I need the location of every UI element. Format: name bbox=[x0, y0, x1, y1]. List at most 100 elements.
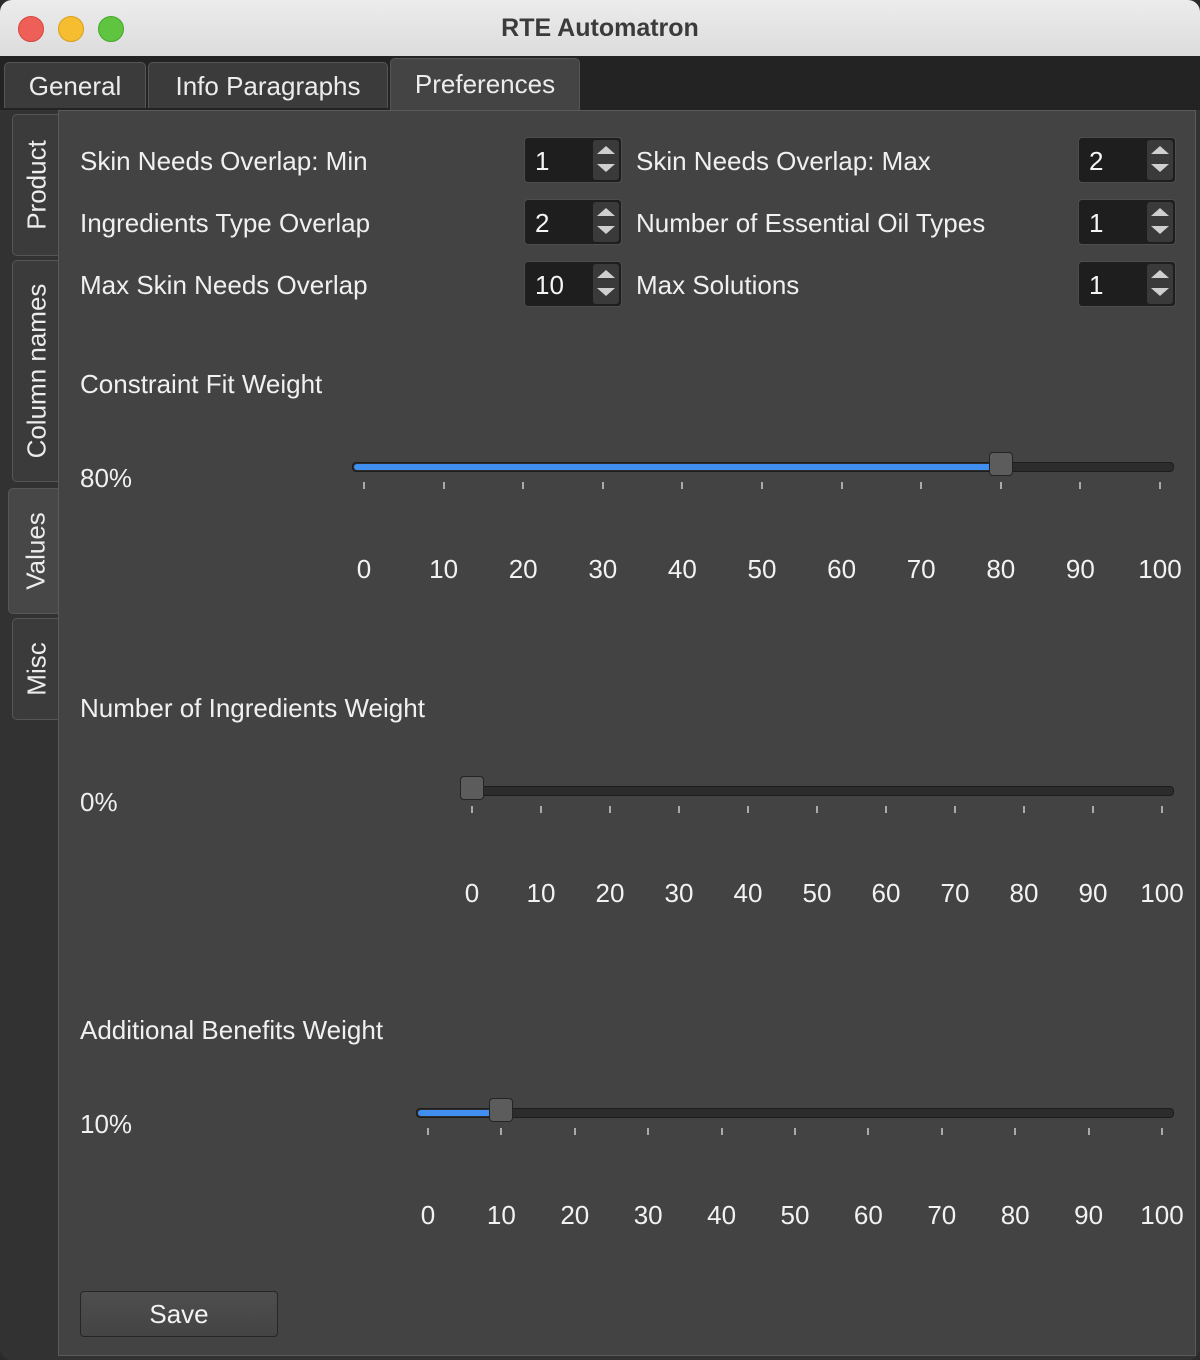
slider-scale-label: 70 bbox=[927, 1200, 957, 1230]
max-skin-needs-overlap-spinbox[interactable]: 10 bbox=[524, 261, 622, 307]
tab-preferences[interactable]: Preferences bbox=[390, 58, 580, 112]
increment-arrow-icon[interactable] bbox=[597, 270, 615, 278]
slider-scale-label: 30 bbox=[664, 878, 694, 908]
slider-handle[interactable] bbox=[489, 1098, 514, 1122]
spinbox-stepper[interactable] bbox=[593, 264, 619, 304]
tab-info-paragraphs[interactable]: Info Paragraphs bbox=[148, 62, 388, 108]
slider-scale-label: 10 bbox=[429, 554, 459, 584]
slider-scale-label: 0 bbox=[356, 554, 372, 584]
spinbox-stepper[interactable] bbox=[1147, 264, 1173, 304]
slider-tick bbox=[442, 482, 445, 489]
max-skin-needs-overlap-label: Max Skin Needs Overlap bbox=[80, 270, 368, 300]
slider-tick bbox=[954, 806, 956, 813]
spinbox-stepper[interactable] bbox=[1147, 202, 1173, 242]
spinbox-stepper[interactable] bbox=[593, 140, 619, 180]
decrement-arrow-icon[interactable] bbox=[1151, 226, 1169, 234]
decrement-arrow-icon[interactable] bbox=[1151, 164, 1169, 172]
side-tab-label: Product bbox=[21, 140, 51, 230]
slider-scale-label: 50 bbox=[802, 878, 832, 908]
slider-scale-label: 20 bbox=[595, 878, 625, 908]
side-tab-bar: Product Column names Values Misc bbox=[0, 110, 62, 1360]
ingredients-weight-slider[interactable]: 0 10 20 30 40 50 60 70 80 90 100 bbox=[460, 776, 1184, 908]
skin-needs-min-spinbox[interactable]: 1 bbox=[524, 137, 622, 183]
slider-scale-label: 80 bbox=[1000, 1200, 1030, 1230]
slider-fill bbox=[418, 1110, 503, 1116]
tab-general[interactable]: General bbox=[4, 62, 146, 108]
slider-handle[interactable] bbox=[988, 452, 1013, 476]
essential-oil-types-label: Number of Essential Oil Types bbox=[636, 208, 986, 238]
slider-tick bbox=[678, 806, 680, 813]
slider-scale-label: 60 bbox=[827, 554, 857, 584]
slider-handle[interactable] bbox=[460, 776, 484, 800]
slider-tick bbox=[540, 806, 542, 813]
constraint-fit-weight-slider[interactable]: 0 10 20 30 40 50 60 70 80 90 100 bbox=[352, 452, 1182, 584]
slider-tick bbox=[794, 1128, 796, 1135]
slider-tick bbox=[1023, 806, 1025, 813]
spinbox-value[interactable]: 2 bbox=[535, 208, 550, 238]
skin-needs-max-spinbox[interactable]: 2 bbox=[1078, 137, 1176, 183]
zoom-window-button[interactable] bbox=[98, 16, 124, 42]
side-tab-column-names[interactable]: Column names bbox=[12, 260, 60, 482]
increment-arrow-icon[interactable] bbox=[597, 146, 615, 154]
slider-scale-label: 20 bbox=[508, 554, 538, 584]
slider-tick bbox=[999, 482, 1002, 489]
slider-scale-label: 100 bbox=[1140, 878, 1184, 908]
spinbox-value[interactable]: 10 bbox=[535, 270, 564, 300]
side-tab-product[interactable]: Product bbox=[12, 114, 60, 256]
ingredients-weight-value: 0% bbox=[80, 787, 118, 817]
side-tab-misc[interactable]: Misc bbox=[12, 618, 60, 720]
spinbox-stepper[interactable] bbox=[1147, 140, 1173, 180]
minimize-window-button[interactable] bbox=[58, 16, 84, 42]
close-window-button[interactable] bbox=[18, 16, 44, 42]
top-tab-bar: General Info Paragraphs Preferences bbox=[0, 56, 1200, 112]
slider-groove[interactable] bbox=[460, 786, 1174, 796]
increment-arrow-icon[interactable] bbox=[597, 208, 615, 216]
max-solutions-spinbox[interactable]: 1 bbox=[1078, 261, 1176, 307]
decrement-arrow-icon[interactable] bbox=[597, 226, 615, 234]
slider-groove[interactable] bbox=[416, 1108, 1174, 1118]
spinbox-value[interactable]: 2 bbox=[1089, 146, 1104, 176]
slider-scale-label: 30 bbox=[588, 554, 618, 584]
spinbox-value[interactable]: 1 bbox=[535, 146, 550, 176]
slider-tick bbox=[1161, 806, 1163, 813]
slider-tick bbox=[1092, 806, 1094, 813]
decrement-arrow-icon[interactable] bbox=[597, 164, 615, 172]
slider-scale-label: 30 bbox=[633, 1200, 663, 1230]
max-solutions-label: Max Solutions bbox=[636, 270, 800, 300]
slider-scale-label: 100 bbox=[1138, 554, 1182, 584]
decrement-arrow-icon[interactable] bbox=[1151, 288, 1169, 296]
slider-scale-label: 90 bbox=[1065, 554, 1095, 584]
slider-scale-label: 0 bbox=[420, 1200, 436, 1230]
increment-arrow-icon[interactable] bbox=[1151, 146, 1169, 154]
slider-tick bbox=[885, 806, 887, 813]
ingredients-type-overlap-spinbox[interactable]: 2 bbox=[524, 199, 622, 245]
slider-tick bbox=[427, 1128, 429, 1135]
slider-tick bbox=[747, 806, 749, 813]
slider-tick bbox=[1087, 1128, 1090, 1135]
additional-benefits-weight-value: 10% bbox=[80, 1109, 133, 1139]
spinbox-value[interactable]: 1 bbox=[1089, 208, 1104, 238]
slider-groove[interactable] bbox=[352, 462, 1174, 472]
constraint-fit-weight-title: Constraint Fit Weight bbox=[80, 369, 323, 399]
slider-scale-label: 80 bbox=[986, 554, 1016, 584]
increment-arrow-icon[interactable] bbox=[1151, 270, 1169, 278]
slider-tick bbox=[1014, 1128, 1017, 1135]
side-tab-values[interactable]: Values bbox=[8, 488, 62, 614]
slider-scale-label: 60 bbox=[871, 878, 901, 908]
slider-tick bbox=[601, 482, 604, 489]
additional-benefits-weight-slider[interactable]: 0 10 20 30 40 50 60 70 80 90 100 bbox=[416, 1098, 1184, 1230]
slider-scale-label: 100 bbox=[1140, 1200, 1184, 1230]
spinbox-value[interactable]: 1 bbox=[1089, 270, 1104, 300]
slider-scale-label: 40 bbox=[707, 1200, 737, 1230]
essential-oil-types-spinbox[interactable]: 1 bbox=[1078, 199, 1176, 245]
save-button[interactable]: Save bbox=[80, 1291, 278, 1337]
increment-arrow-icon[interactable] bbox=[1151, 208, 1169, 216]
skin-needs-min-label: Skin Needs Overlap: Min bbox=[80, 146, 368, 176]
spinbox-stepper[interactable] bbox=[593, 202, 619, 242]
slider-tick bbox=[573, 1128, 576, 1135]
decrement-arrow-icon[interactable] bbox=[597, 288, 615, 296]
slider-tick bbox=[609, 806, 611, 813]
slider-tick bbox=[363, 482, 365, 489]
slider-tick bbox=[681, 482, 684, 489]
